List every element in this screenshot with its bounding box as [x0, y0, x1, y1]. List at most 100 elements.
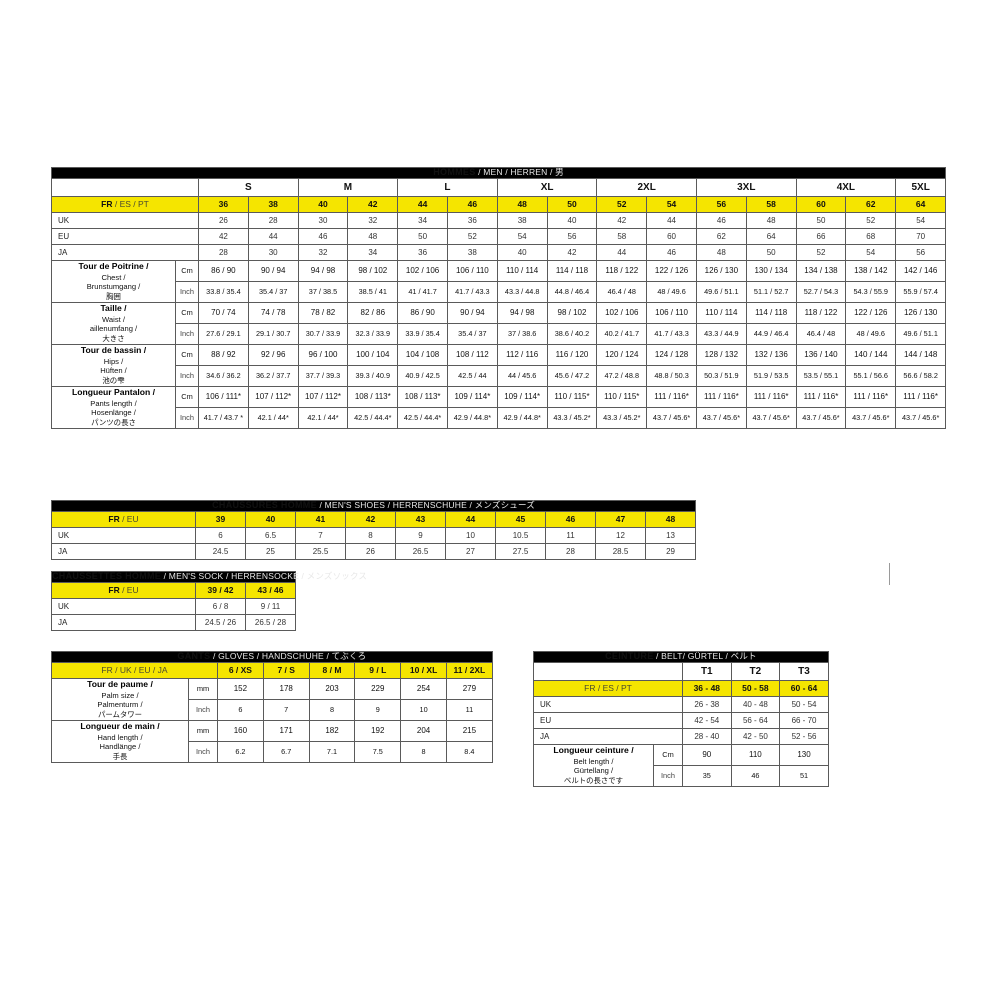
shoe-value: 9 [395, 526, 446, 544]
sock-value: 24.5 / 26 [195, 613, 246, 631]
shoe-size-value: 48 [644, 510, 697, 528]
measurement-inch-value: 33.8 / 35.4 [198, 280, 249, 303]
belt-size-group-T1: T1 [682, 661, 732, 681]
measurement-cm-value: 98 / 102 [347, 259, 399, 282]
measurement-inch-value: 30.7 / 33.9 [297, 322, 349, 345]
size-value: 52 [795, 243, 847, 261]
measurement-cm-value: 86 / 90 [198, 259, 249, 282]
mens-banner: HOMMES / MEN / HERREN / 男 [50, 167, 947, 179]
measurement-cm-value: 108 / 112 [446, 343, 498, 366]
socks-banner-rest: / MEN'S SOCK / HERRENSOCKE / メンズソックス [161, 571, 368, 581]
belt-fr-value: 60 - 64 [779, 679, 829, 697]
gloves-table: GANTS / GLOVES / HANDSCHUHE / てぶくろ FR / … [51, 651, 493, 763]
belt-row-label: EU [533, 711, 683, 729]
shoes-fr-label-rest: / EU [119, 514, 139, 525]
measurement-inch-value: 33.9 / 35.4 [397, 322, 448, 345]
sock-value: 26.5 / 28 [245, 613, 296, 631]
size-row-label: UK [51, 211, 199, 229]
unit-inch: Inch [188, 740, 218, 763]
measurement-inch-value: 43.3 / 45.2* [546, 406, 598, 429]
size-value: 34 [347, 243, 399, 261]
measurement-inch-value: 39.3 / 40.9 [347, 364, 399, 387]
mens-banner-bold: HOMMES [433, 167, 476, 177]
measurement-label: Longueur de main / Hand length / Handlänge… [51, 719, 189, 763]
belt-fr-row: FR / ES / PT 36 - 48 50 - 58 60 - 64 [533, 679, 829, 697]
unit-cm: Cm [175, 343, 199, 366]
measurement-inch-value: 48 / 49.6 [845, 322, 897, 345]
size-row-ja: JA 28 30 32 34 36 38 40 42 44 46 48 50 52 54 56 [51, 243, 947, 261]
measurement-cm-value: 70 / 74 [198, 301, 249, 324]
size-value: 70 [895, 227, 947, 245]
mens-shoes-chart: CHAUSSURES HOMME / MEN'S SHOES / HERRENS… [50, 500, 697, 560]
belt-size-group-T3: T3 [779, 661, 829, 681]
glove-size-value: 9 / L [354, 661, 402, 679]
unit-inch: Inch [653, 764, 683, 787]
size-value: 30 [247, 243, 299, 261]
measurement-inch-value: 37.7 / 39.3 [297, 364, 349, 387]
measurement-inch-value: 41.7 / 43.3 [446, 280, 498, 303]
measurement-inch-value: 41.7 / 43.3 [646, 322, 697, 345]
belt-row-uk: UK 26 - 38 40 - 48 50 - 54 [533, 695, 829, 713]
belt-value: 42 - 54 [682, 711, 732, 729]
belt-banner-row: CEINTURE / BELT/ GÜRTEL / ベルト [533, 651, 829, 663]
glove-size-value: 10 / XL [400, 661, 447, 679]
measurement-cm-value: 107 / 112* [297, 385, 349, 408]
mens-table-body: HOMMES / MEN / HERREN / 男 S M L XL 2XL 3XL 4XL… [50, 167, 947, 429]
measurement-row-cm: Longueur Pantalon / Pants length / Hosenlä… [51, 385, 947, 429]
fr-size-value: 44 [397, 195, 448, 213]
measurement-cm-value: 112 / 116 [496, 343, 548, 366]
measurement-cm-value: 110 / 115* [596, 385, 648, 408]
measurement-row-inch: Inch 41.7 / 43.7 * 42.1 / 44* 42.1 / 44* 42.… [52, 406, 947, 429]
unit-cm: Cm [175, 259, 199, 282]
measurement-label: Tour de paume / Palm size / Palmenturm / パー… [51, 677, 189, 721]
measurement-cm-value: 118 / 122 [596, 259, 648, 282]
belt-cm-value: 130 [779, 743, 829, 766]
glove-mm-value: 192 [354, 719, 402, 742]
measurement-cm-value: 106 / 110 [646, 301, 697, 324]
measurement-inch-value: 42.9 / 44.8* [496, 406, 548, 429]
measurement-inch-value: 37 / 38.5 [297, 280, 349, 303]
size-value: 42 [546, 243, 598, 261]
shoe-value: 28.5 [595, 542, 646, 560]
size-value: 44 [247, 227, 299, 245]
measurement-cm-value: 90 / 94 [446, 301, 498, 324]
measurement-cm-value: 86 / 90 [397, 301, 448, 324]
belt-row-label: JA [533, 727, 683, 745]
measurement-cm-value: 114 / 118 [546, 259, 598, 282]
measurement-cm-value: 130 / 134 [745, 259, 797, 282]
mens-size-chart: HOMMES / MEN / HERREN / 男 S M L XL 2XL 3XL 4XL… [50, 167, 947, 429]
measurement-inch-value: 40.9 / 42.5 [397, 364, 448, 387]
belt-value: 56 - 64 [730, 711, 781, 729]
size-value: 42 [198, 227, 249, 245]
measurement-inch-value: 43.7 / 45.6* [646, 406, 697, 429]
mens-fr-label-bold: FR [101, 199, 113, 210]
measurement-cm-value: 74 / 78 [247, 301, 299, 324]
measurement-cm-value: 94 / 98 [496, 301, 548, 324]
measurement-inch-value: 50.3 / 51.9 [695, 364, 747, 387]
measurement-inch-value: 46.4 / 48 [795, 322, 847, 345]
measurement-inch-value: 42.5 / 44 [446, 364, 498, 387]
measurement-inch-value: 42.5 / 44.4* [397, 406, 448, 429]
fr-size-value: 58 [745, 195, 797, 213]
measurement-label: Longueur Pantalon / Pants length / Hosenlä… [51, 385, 176, 429]
measurement-inch-value: 34.6 / 36.2 [198, 364, 249, 387]
measurement-label: Taille / Waist / aillenumfang / 大きさ [51, 301, 176, 345]
measurement-cm-value: 88 / 92 [198, 343, 249, 366]
fr-size-value: 36 [198, 195, 249, 213]
measurement-inch-value: 36.2 / 37.7 [247, 364, 299, 387]
measurement-cm-value: 144 / 148 [895, 343, 947, 366]
size-group-XL: XL [496, 177, 598, 197]
fr-size-value: 62 [845, 195, 897, 213]
fr-size-value: 60 [795, 195, 847, 213]
size-value: 52 [845, 211, 897, 229]
measurement-inch-value: 45.6 / 47.2 [546, 364, 598, 387]
size-value: 50 [745, 243, 797, 261]
shoes-fr-label: FR / EU [51, 510, 196, 528]
measurement-label-fr: Tour de paume / [87, 679, 153, 690]
shoe-value: 6.5 [245, 526, 296, 544]
measurement-cm-value: 104 / 108 [397, 343, 448, 366]
shoe-row-label: UK [51, 526, 196, 544]
measurement-cm-value: 78 / 82 [297, 301, 349, 324]
mens-socks-chart: CHAUSSETTES HOMME / MEN'S SOCK / HERRENS… [51, 571, 367, 631]
socks-banner-row: CHAUSSETTES HOMME / MEN'S SOCK / HERRENS… [51, 571, 367, 583]
